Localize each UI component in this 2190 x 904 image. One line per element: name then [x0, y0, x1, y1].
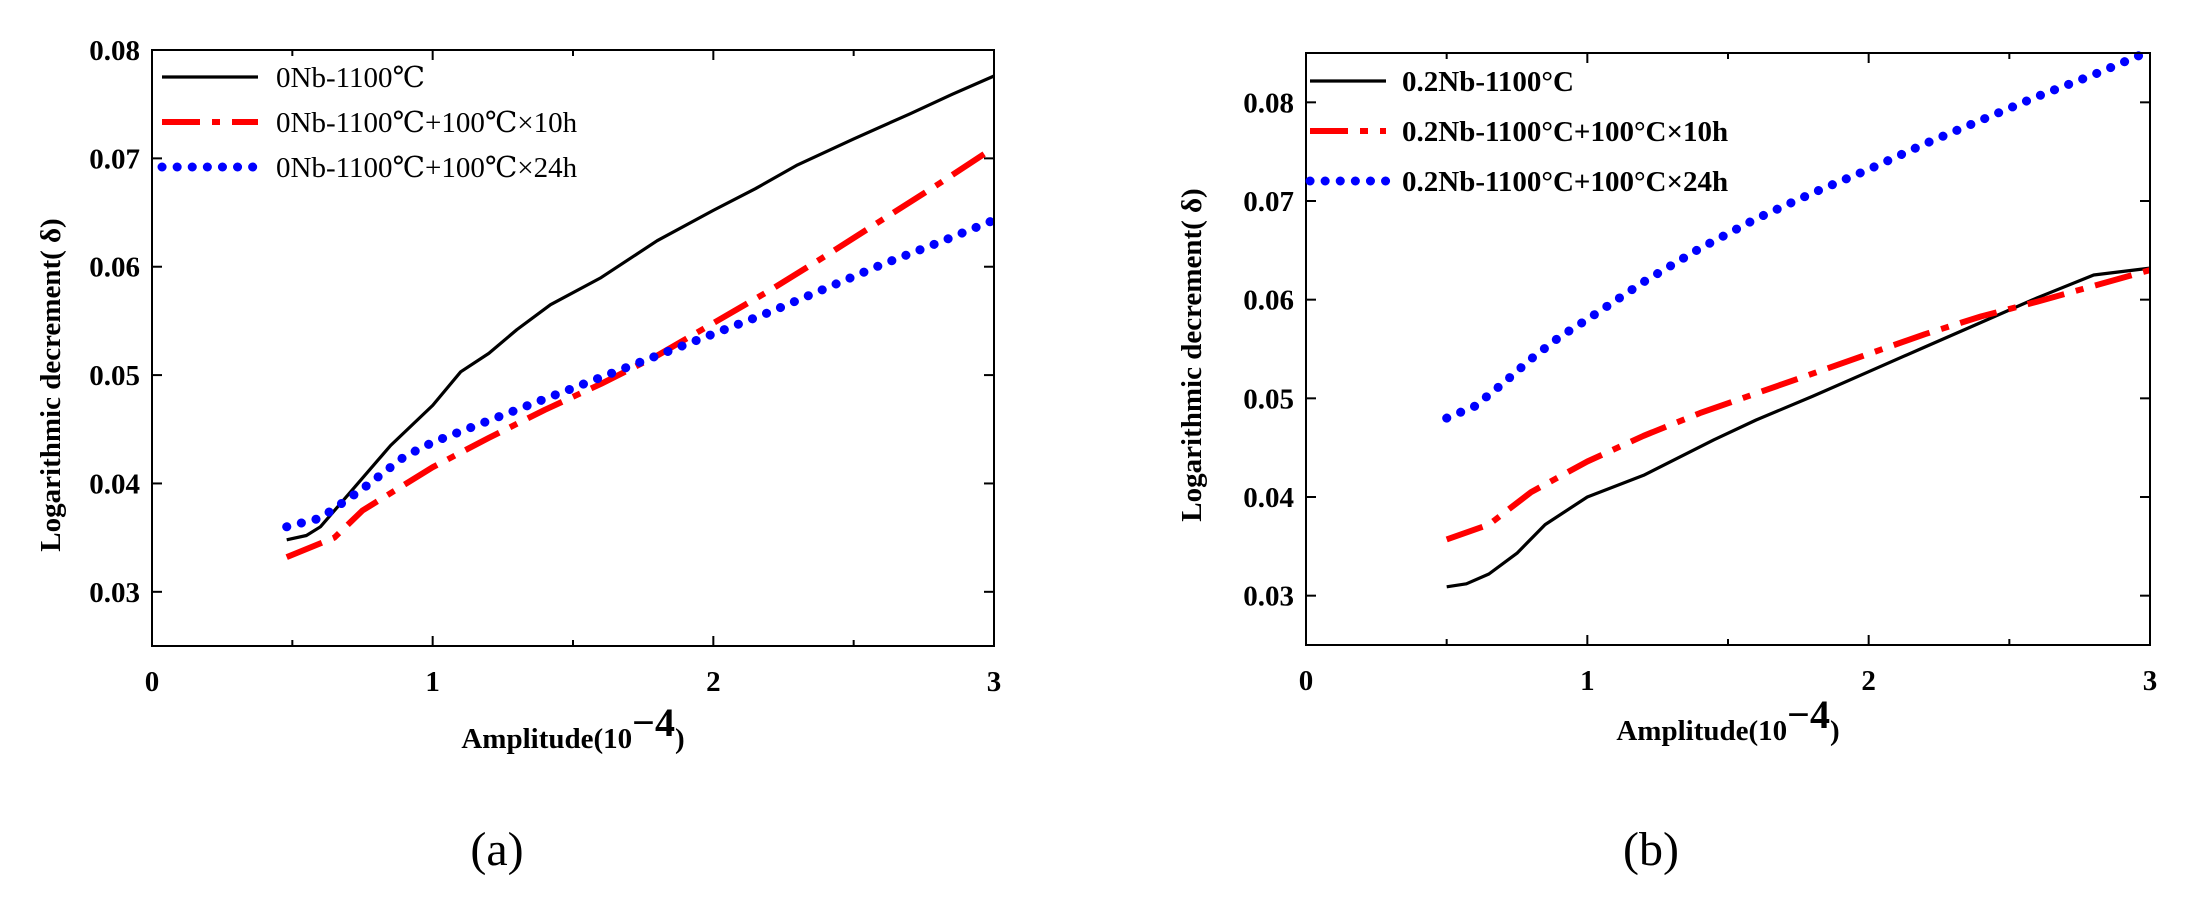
legend-label-2: 0.2Nb-1100°C+100°C×10h — [1402, 116, 1728, 148]
x-tick-label: 2 — [706, 666, 721, 698]
x-ticks: 0 1 2 3 — [1299, 53, 2158, 697]
legend: 0.2Nb-1100°C 0.2Nb-1100°C+100°C×10h 0.2Nb-… — [1305, 66, 1728, 198]
x-tick-label: 1 — [1580, 665, 1595, 697]
y-ticks: 0.03 0.04 0.05 0.06 0.07 0.08 — [1243, 87, 2150, 613]
panel-caption: (b) — [1623, 823, 1679, 876]
y-axis-label: Logarithmic decrement( δ) — [1176, 188, 1208, 521]
x-tick-label: 0 — [1299, 665, 1314, 697]
y-tick-label: 0.04 — [89, 468, 140, 500]
legend-label-1: 0Nb-1100℃ — [276, 62, 425, 94]
y-tick-label: 0.06 — [1243, 285, 1294, 317]
y-tick-label: 0.05 — [89, 360, 140, 392]
x-tick-label: 0 — [145, 666, 160, 698]
x-tick-label: 2 — [1861, 665, 1876, 697]
series-line-3 — [1442, 46, 2155, 423]
y-tick-label: 0.05 — [1243, 383, 1294, 415]
legend-label-1: 0.2Nb-1100°C — [1402, 66, 1574, 98]
y-tick-label: 0.07 — [89, 143, 140, 175]
x-tick-label: 3 — [987, 666, 1002, 698]
panel-a: Logarithmic decrement( δ) 0.030.040.050.… — [35, 35, 1001, 876]
y-tick-label: 0.08 — [89, 35, 140, 67]
series-group — [1442, 46, 2155, 589]
x-axis-label: Amplitude(10−4) — [1616, 692, 1839, 747]
x-axis-label: Amplitude(10−4) — [461, 700, 684, 755]
series-line-2 — [285, 144, 996, 560]
series-line-1 — [1446, 266, 2151, 589]
y-tick-label: 0.03 — [1243, 581, 1294, 613]
x-ticks: 0 1 2 3 — [145, 50, 1002, 698]
x-tick-label: 1 — [425, 666, 440, 698]
legend: 0Nb-1100℃ 0Nb-1100℃+100℃×10h 0Nb-1100℃+100… — [157, 62, 578, 184]
y-tick-label: 0.07 — [1243, 186, 1294, 218]
plot-frame — [1305, 52, 2151, 646]
y-tick-label: 0.06 — [89, 252, 140, 284]
y-tick-label: 0.04 — [1243, 482, 1294, 514]
series-group — [282, 74, 999, 560]
series-line-2 — [1445, 267, 2151, 543]
series-line-1 — [286, 74, 995, 542]
plot-frame — [151, 49, 995, 647]
y-tick-label: 0.08 — [1243, 87, 1294, 119]
series-line-3 — [282, 215, 999, 532]
panel-caption: (a) — [470, 823, 523, 876]
y-tick-label: 0.03 — [89, 577, 140, 609]
legend-label-2: 0Nb-1100℃+100℃×10h — [276, 107, 578, 139]
legend-label-3: 0.2Nb-1100°C+100°C×24h — [1402, 166, 1728, 198]
panel-b: Logarithmic decrement( δ) 0.030.040.050.… — [1176, 46, 2158, 876]
y-ticks: 0.03 0.04 0.05 0.06 0.07 0.08 — [89, 35, 994, 609]
y-axis-label: Logarithmic decrement( δ) — [35, 218, 67, 551]
legend-label-3: 0Nb-1100℃+100℃×24h — [276, 152, 578, 184]
x-tick-label: 3 — [2143, 665, 2158, 697]
